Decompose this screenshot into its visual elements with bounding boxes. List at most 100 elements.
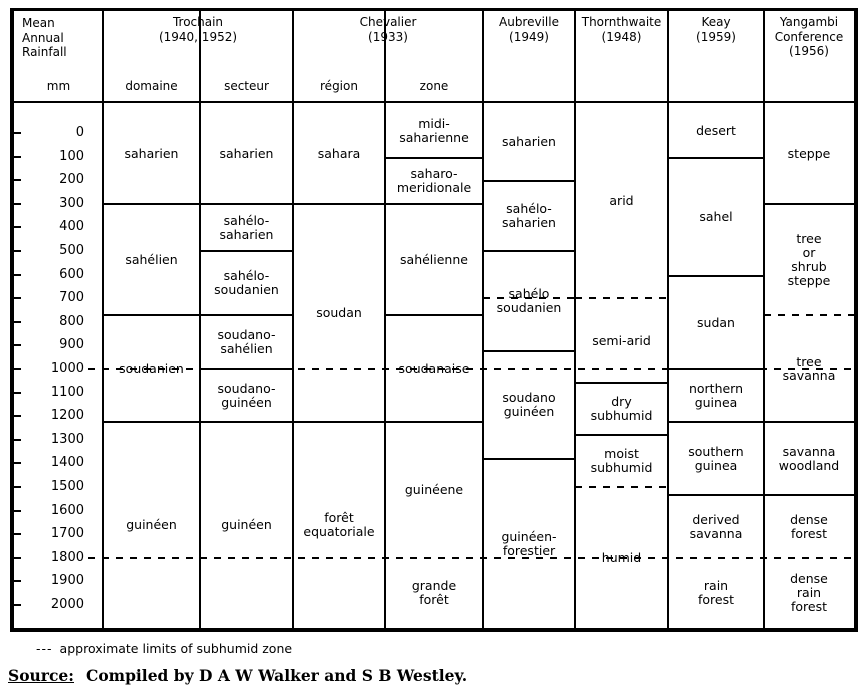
column-divider [763,11,765,628]
zone-cell-label: desert [696,122,736,138]
table-body: 0 100 200 300 400 500 600 700 800 900 1000 1100 1200… [14,103,854,628]
zone-cell-label: soudanien [119,360,184,376]
subcolumn-label-secteur: secteur [224,79,269,93]
boundary-line-trochain-secteur [200,203,293,205]
boundary-line-chevalier-zone [385,203,483,205]
zone-cell-label: rain forest [697,578,735,607]
axis-tick-mark [14,533,21,535]
dashed-limit-line-1800 [88,557,854,559]
boundary-line-aubreville [483,350,575,352]
group-header-3: Thornthwaite (1948) [581,15,662,44]
zone-cell-label: southern guinea [688,443,744,473]
footer-legend: --- approximate limits of subhumid zone [36,641,292,656]
axis-tick-label: 800 [59,314,84,329]
axis-tick-mark [14,179,21,181]
zone-cell-label: moist subhumid [590,446,653,475]
axis-unit-label: mm [46,79,71,93]
boundary-line-thornthwaite [575,297,668,299]
axis-tick-mark [14,321,21,323]
boundary-line-keay [668,494,764,496]
boundary-line-trochain-domaine [103,203,200,205]
axis-tick-label: 1100 [50,385,84,400]
axis-tick-label: 600 [59,267,84,282]
boundary-line-keay [668,157,764,159]
zone-cell-label: sahélo soudanien [496,286,562,315]
boundary-line-chevalier-zone [385,157,483,159]
boundary-line-aubreville [483,458,575,460]
axis-tick-mark [14,462,21,464]
zone-cell-label: sahélo- saharien [502,201,556,230]
zone-cell-label: guinéene [404,482,464,497]
axis-tick-mark [14,297,21,299]
boundary-line-trochain-domaine [103,421,200,423]
column-divider [667,11,669,628]
zone-cell-label: northern guinea [688,380,744,410]
axis-tick-mark [14,557,21,559]
zone-cell-label: arid [609,192,634,208]
boundary-line-trochain-secteur [200,368,293,370]
axis-tick-mark [14,415,21,417]
zone-cell-label: guinéen [126,517,177,532]
axis-tick-mark [14,226,21,228]
zone-cell-label: saharien [502,134,556,149]
zone-cell-label: humid [601,549,642,565]
group-header-4: Keay (1959) [696,15,736,44]
column-divider [199,11,201,628]
zone-cell-label: steppe [787,145,831,161]
axis-tick-mark [14,203,21,205]
subcolumn-label-région: région [320,79,358,93]
axis-tick-mark [14,439,21,441]
axis-tick-label: 1700 [50,526,84,541]
axis-tick-label: 900 [59,337,84,352]
boundary-line-keay [668,421,764,423]
axis-tick-label: 500 [59,243,84,258]
boundary-line-chevalier-zone [385,314,483,316]
boundary-line-yangambi [764,203,854,205]
boundary-line-yangambi [764,494,854,496]
approx-limit-aubreville-700 [483,297,575,299]
boundary-line-aubreville [483,180,575,182]
axis-tick-mark [14,368,21,370]
zone-cell-label: soudano- guinéen [217,380,276,410]
zone-cell-label: tree savanna [782,353,836,383]
zone-cell-label: semi-arid [592,332,651,348]
dashed-limit-line-1000 [88,368,854,370]
axis-tick-label: 1000 [50,361,84,376]
axis-tick-mark [14,604,21,606]
figure-table: Mean Annual Rainfall mm Trochain (1940, 19… [14,11,854,628]
axis-tick-mark [14,486,21,488]
zone-cell-label: soudanaise [398,360,470,376]
column-divider [574,11,576,628]
axis-tick-label: 1300 [50,432,84,447]
zone-cell-label: saharo- meridionale [396,166,472,195]
zone-cell-label: tree or shrub steppe [787,230,831,288]
boundary-line-keay [668,275,764,277]
zone-cell-label: sahélienne [400,251,468,267]
zone-cell-label: savanna woodland [778,443,840,473]
boundary-line-aubreville [483,250,575,252]
zone-cell-label: sahélien [125,251,178,267]
axis-tick-label: 300 [59,196,84,211]
boundary-line-yangambi [764,421,854,423]
column-divider [292,11,294,628]
axis-tick-mark [14,392,21,394]
header-divider-line [14,101,854,103]
axis-tick-mark [14,510,21,512]
zone-cell-label: soudano- sahélien [217,327,276,356]
axis-tick-label: 1500 [50,479,84,494]
zone-cell-label: sahara [317,145,361,161]
axis-tick-label: 1400 [50,455,84,470]
column-divider [384,11,386,628]
zone-cell-label: grande forêt [411,578,457,607]
column-divider [482,11,484,628]
figure-table-frame: Mean Annual Rainfall mm Trochain (1940, 19… [10,8,858,632]
zone-cell-label: guinéen- forestier [501,528,557,558]
subcolumn-label-domaine: domaine [125,79,178,93]
boundary-line-thornthwaite [575,486,668,488]
axis-tick-label: 2000 [50,597,84,612]
legend-text: approximate limits of subhumid zone [59,641,293,656]
rainfall-axis-title: Mean Annual Rainfall [22,16,67,59]
zone-cell-label: dense rain forest [790,571,828,614]
zone-cell-label: sahélo- saharien [219,212,274,242]
